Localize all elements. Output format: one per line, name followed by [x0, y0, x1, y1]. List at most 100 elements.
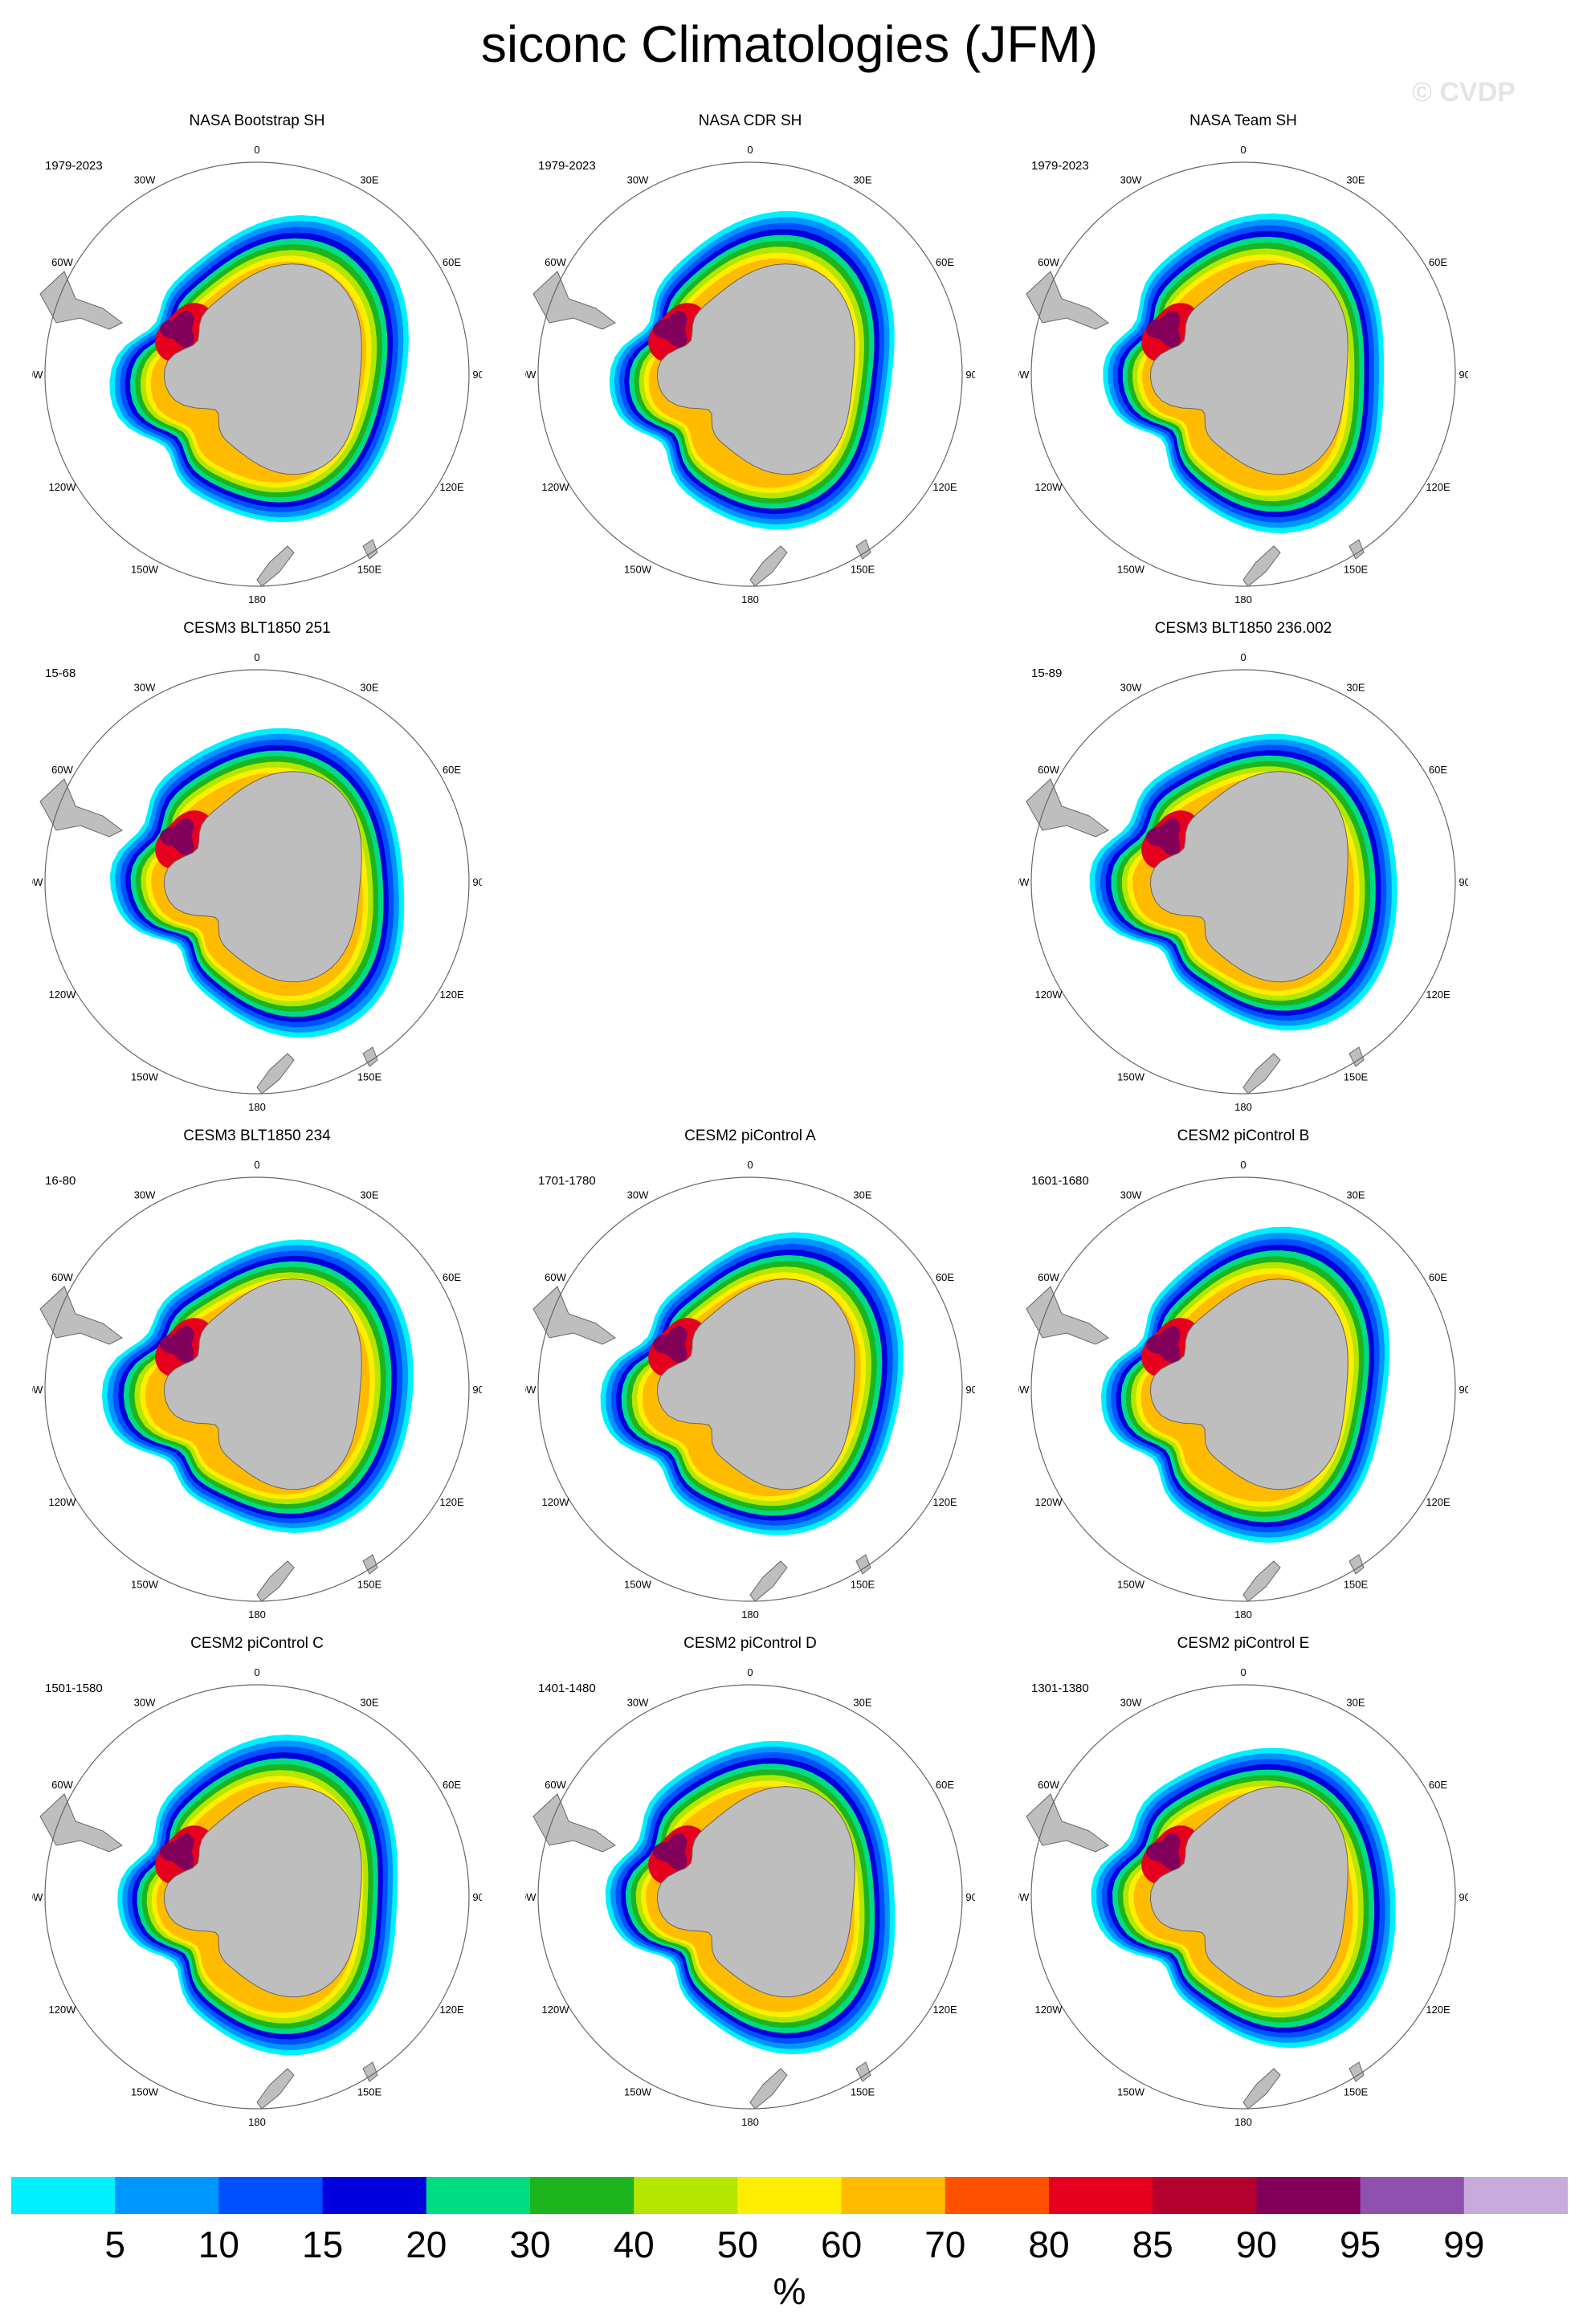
south-america-landmass — [1026, 1286, 1109, 1345]
longitude-label: 180 — [248, 593, 266, 605]
tasmania-landmass — [362, 2061, 378, 2082]
map-boundary — [537, 161, 963, 587]
panel-title: NASA Team SH — [1189, 112, 1297, 129]
longitude-label: 180 — [741, 1608, 759, 1621]
longitude-label: 150W — [131, 1071, 159, 1083]
longitude-label: 150E — [357, 1579, 382, 1591]
map-panel: CESM2 piControl A 1701-1780 0 30E 60E 90E 120E… — [525, 1127, 975, 1625]
longitude-label: 120E — [439, 989, 464, 1001]
tasmania-landmass — [855, 1554, 871, 1575]
longitude-label: 150W — [1117, 2086, 1145, 2098]
polar-map: 0 30E 60E 90E 120E 150E 180 150W 120W 90W 60W 30W — [525, 1159, 975, 1621]
longitude-label: 90W — [32, 1891, 43, 1903]
map-panel: NASA Bootstrap SH 1979-2023 0 30E 60E 90E 120E… — [32, 112, 482, 610]
tasmania-landmass — [1348, 1554, 1365, 1575]
longitude-label: 0 — [1240, 1666, 1246, 1678]
antarctica-landmass — [163, 1278, 362, 1490]
longitude-label: 90E — [965, 1891, 975, 1903]
south-america-landmass — [532, 271, 616, 330]
longitude-label: 0 — [1240, 1159, 1246, 1171]
south-america-landmass — [39, 1793, 123, 1853]
longitude-label: 90W — [525, 1891, 537, 1903]
colorbar-tick-label: 5 — [104, 2224, 125, 2265]
longitude-label: 60E — [936, 1271, 954, 1283]
longitude-label: 30W — [134, 682, 156, 694]
new-zealand-landmass — [256, 545, 295, 587]
antarctica-landmass — [1149, 771, 1348, 983]
longitude-label: 60W — [51, 1779, 73, 1791]
longitude-label: 90W — [525, 1384, 537, 1396]
panel-title: CESM2 piControl B — [1177, 1127, 1310, 1144]
longitude-label: 60W — [545, 256, 566, 268]
tasmania-landmass — [362, 1046, 378, 1067]
longitude-label: 30W — [627, 1697, 649, 1709]
longitude-label: 90E — [472, 876, 482, 888]
longitude-label: 90E — [472, 1891, 482, 1903]
longitude-label: 180 — [741, 2116, 759, 2128]
longitude-label: 150W — [131, 2086, 159, 2098]
longitude-label: 180 — [248, 1101, 266, 1113]
longitude-label: 60W — [51, 256, 73, 268]
panel-years: 1979-2023 — [1031, 159, 1089, 173]
longitude-label: 150W — [624, 564, 652, 576]
map-boundary — [1030, 1176, 1456, 1602]
panel-years: 1601-1680 — [1031, 1174, 1089, 1188]
longitude-label: 150W — [1117, 1579, 1145, 1591]
colorbar-tick-label: 90 — [1235, 2224, 1277, 2265]
tasmania-landmass — [1348, 539, 1365, 560]
longitude-label: 120E — [1426, 989, 1450, 1001]
sea-ice-weddell-core — [1146, 1326, 1181, 1363]
tasmania-landmass — [855, 539, 871, 560]
longitude-label: 150E — [357, 564, 382, 576]
longitude-label: 30E — [1346, 174, 1365, 186]
polar-map: 0 30E 60E 90E 120E 150E 180 150W 120W 90W 60W 30W — [32, 1666, 482, 2128]
page-title: siconc Climatologies (JFM) — [480, 15, 1099, 73]
map-boundary — [44, 1176, 470, 1602]
colorbar-segment — [1360, 2177, 1465, 2214]
longitude-label: 90W — [1018, 1891, 1030, 1903]
tasmania-landmass — [1348, 2061, 1365, 2082]
colorbar-segment — [634, 2177, 738, 2214]
panel-years: 15-68 — [45, 667, 76, 680]
longitude-label: 0 — [254, 651, 259, 663]
map-boundary — [44, 1684, 470, 2110]
longitude-label: 90E — [1459, 1891, 1468, 1903]
map-boundary — [537, 1176, 963, 1602]
longitude-label: 60E — [1429, 764, 1447, 776]
colorbar-segment — [737, 2177, 843, 2214]
panel-title: NASA CDR SH — [698, 112, 802, 129]
map-boundary — [1030, 161, 1456, 587]
longitude-label: 30W — [1120, 1189, 1142, 1201]
polar-map: 0 30E 60E 90E 120E 150E 180 150W 120W 90W 60W 30W — [32, 651, 482, 1113]
map-panel: CESM3 BLT1850 236.002 15-89 0 30E 60E 90E 120E… — [1018, 620, 1468, 1118]
longitude-label: 60E — [443, 256, 461, 268]
longitude-label: 0 — [254, 144, 259, 156]
tasmania-landmass — [362, 539, 378, 560]
longitude-label: 150E — [1344, 1579, 1369, 1591]
longitude-label: 60W — [545, 1271, 566, 1283]
longitude-label: 180 — [741, 593, 759, 605]
longitude-label: 30E — [360, 174, 378, 186]
longitude-label: 30E — [1346, 1697, 1365, 1709]
colorbar-tick-label: 15 — [302, 2224, 344, 2265]
longitude-label: 120E — [439, 1496, 464, 1508]
panel-title: CESM2 piControl A — [684, 1127, 816, 1144]
longitude-label: 60E — [1429, 1779, 1447, 1791]
longitude-label: 120W — [49, 481, 77, 493]
longitude-label: 150E — [851, 2086, 875, 2098]
longitude-label: 60W — [51, 764, 73, 776]
longitude-label: 90E — [472, 1384, 482, 1396]
new-zealand-landmass — [749, 2068, 788, 2110]
longitude-label: 180 — [248, 1608, 266, 1621]
antarctica-landmass — [163, 263, 362, 475]
polar-map: 0 30E 60E 90E 120E 150E 180 150W 120W 90W 60W 30W — [525, 1666, 975, 2128]
sea-ice-weddell-core — [653, 1326, 687, 1363]
longitude-label: 120W — [49, 1496, 77, 1508]
sea-ice-weddell-core — [653, 311, 687, 348]
longitude-label: 30W — [627, 1189, 649, 1201]
colorbar-segment — [426, 2177, 531, 2214]
longitude-label: 150E — [1344, 1071, 1369, 1083]
tasmania-landmass — [1348, 1046, 1365, 1067]
longitude-label: 90W — [32, 369, 43, 381]
longitude-label: 150E — [1344, 2086, 1369, 2098]
